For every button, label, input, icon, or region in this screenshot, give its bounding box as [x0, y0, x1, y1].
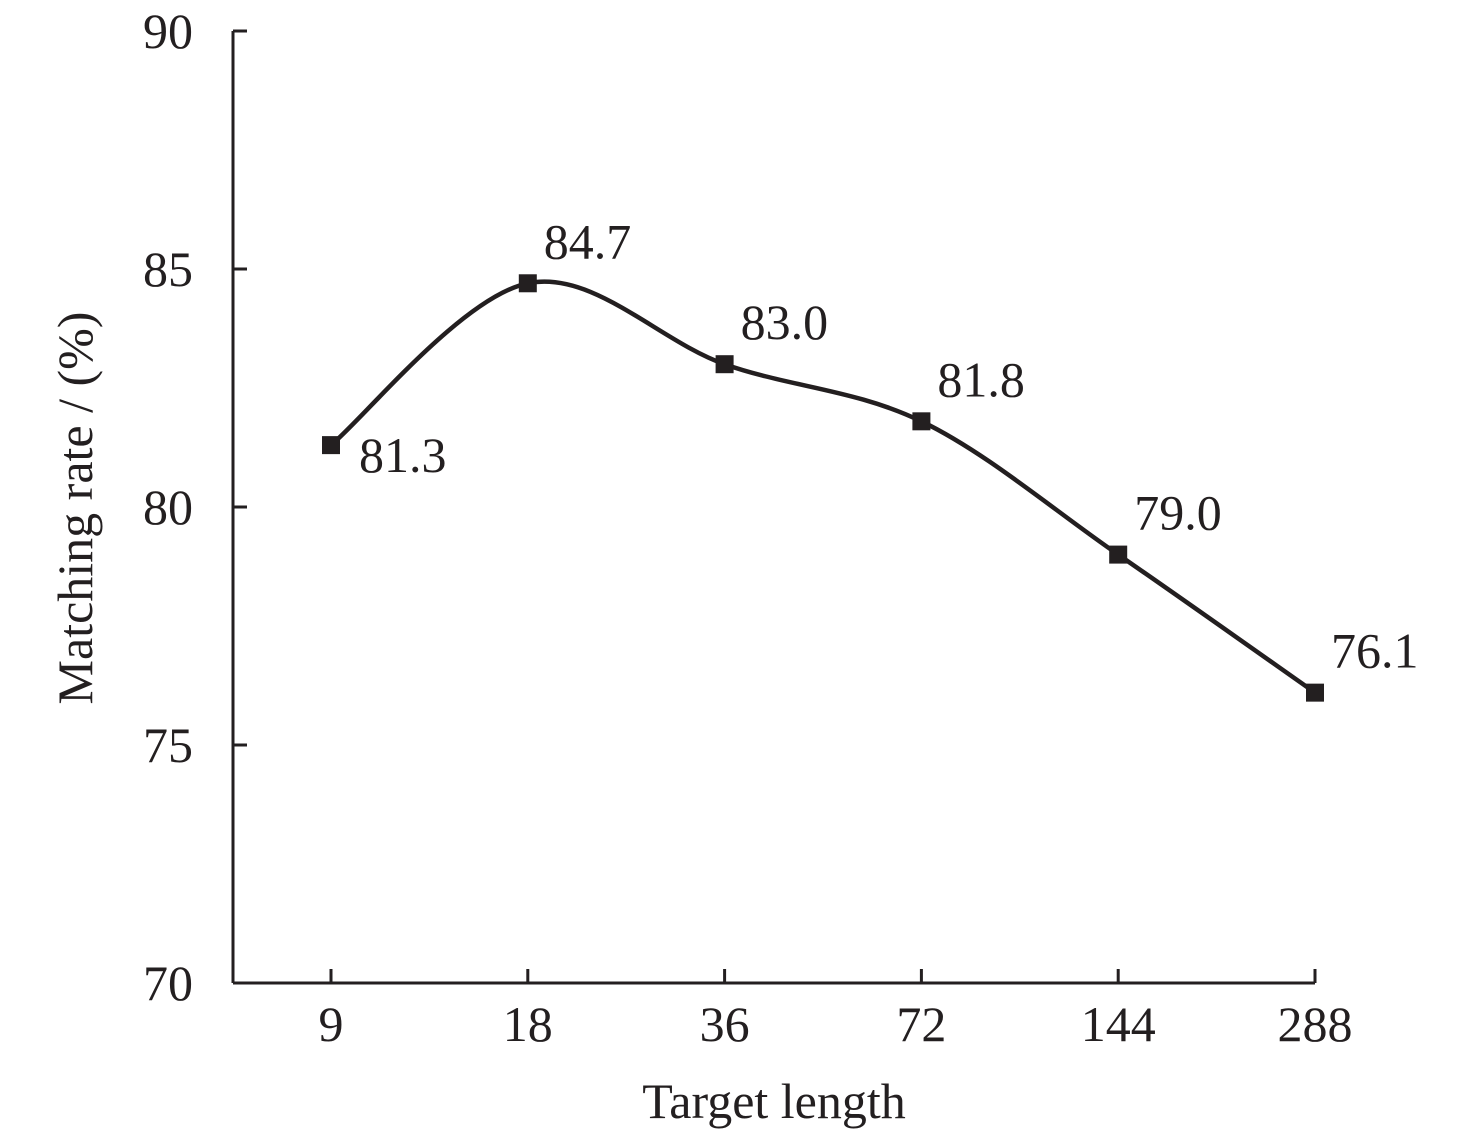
x-tick-label: 9: [319, 996, 344, 1052]
x-tick-label: 72: [896, 996, 946, 1052]
data-label: 76.1: [1331, 623, 1419, 679]
series-line: [328, 279, 1318, 695]
data-label: 83.0: [741, 294, 829, 350]
x-tick-label: 18: [503, 996, 553, 1052]
data-labels: 81.3 84.7 83.0 81.8 79.0 76.1: [359, 213, 1419, 678]
data-point-marker: [322, 436, 340, 455]
y-tick-label: 85: [143, 241, 193, 297]
data-point-marker: [912, 412, 931, 431]
data-label: 79.0: [1134, 485, 1222, 541]
data-markers: [322, 274, 1324, 702]
y-axis-title: Matching rate / (%): [47, 312, 103, 705]
y-tick-label: 90: [143, 3, 193, 59]
data-label: 84.7: [544, 213, 632, 269]
y-tick-label: 70: [143, 955, 193, 1011]
data-label: 81.3: [359, 427, 447, 483]
x-axis-title: Target length: [642, 1073, 906, 1129]
x-tick-label: 36: [700, 996, 750, 1052]
x-ticks: 9 18 36 72 144 288: [319, 969, 1353, 1052]
y-tick-label: 80: [143, 479, 193, 535]
x-tick-label: 288: [1278, 996, 1353, 1052]
x-tick-label: 144: [1081, 996, 1156, 1052]
data-point-marker: [1109, 545, 1128, 564]
data-label: 81.8: [937, 351, 1025, 407]
y-ticks: 70 75 80 85 90: [143, 3, 247, 1011]
data-point-marker: [715, 355, 734, 374]
data-point-marker: [518, 274, 537, 293]
data-point-marker: [1306, 683, 1324, 702]
y-tick-label: 75: [143, 717, 193, 773]
